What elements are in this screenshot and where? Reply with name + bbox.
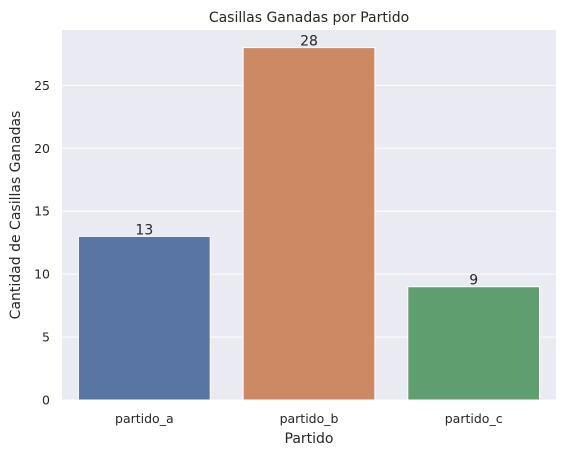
bar-partido_a xyxy=(77,235,211,401)
data-label-partido_a: 13 xyxy=(135,222,153,238)
x-tick-label: partido_b xyxy=(280,411,339,426)
y-tick-label: 10 xyxy=(34,267,50,282)
data-labels: 13 28 9 xyxy=(135,34,478,289)
data-label-partido_b: 28 xyxy=(300,34,318,50)
bar-partido_c xyxy=(407,286,541,401)
y-tick-labels: 0 5 10 15 20 25 xyxy=(34,78,50,408)
y-tick-label: 15 xyxy=(34,204,50,219)
x-tick-label: partido_c xyxy=(445,411,503,426)
x-tick-labels: partido_a partido_b partido_c xyxy=(115,411,503,426)
y-tick-label: 25 xyxy=(34,78,50,93)
y-axis-label: Cantidad de Casillas Ganadas xyxy=(8,111,24,320)
y-tick-label: 20 xyxy=(34,141,50,156)
data-label-partido_c: 9 xyxy=(469,273,478,289)
x-axis-label: Partido xyxy=(285,431,334,447)
bar-partido_b xyxy=(242,47,376,401)
chart-title: Casillas Ganadas por Partido xyxy=(209,10,409,26)
y-tick-label: 0 xyxy=(42,393,50,408)
bars xyxy=(77,47,541,401)
x-tick-label: partido_a xyxy=(115,411,174,426)
y-tick-label: 5 xyxy=(42,330,50,345)
